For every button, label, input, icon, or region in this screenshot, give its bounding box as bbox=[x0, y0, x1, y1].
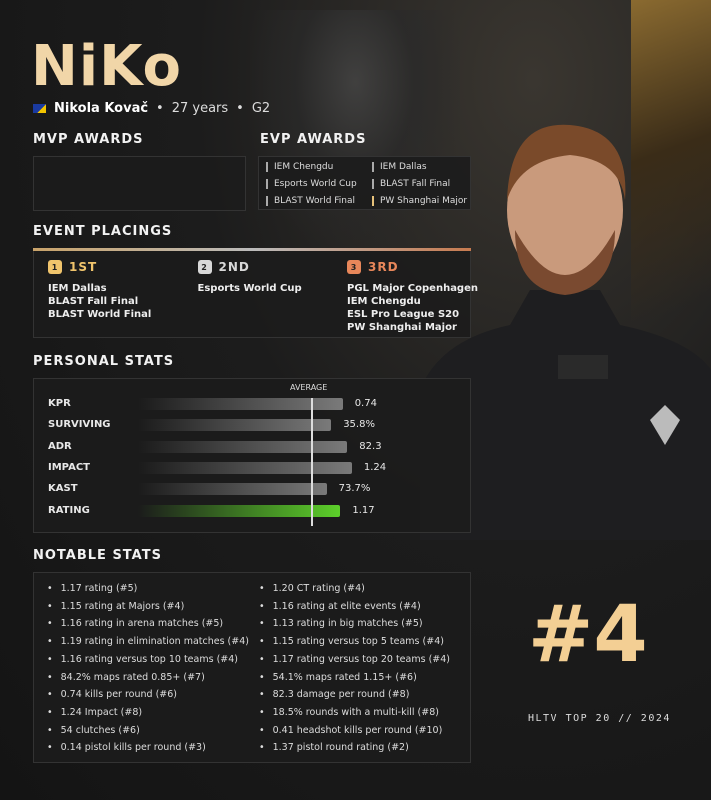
stat-label: IMPACT bbox=[48, 461, 90, 473]
notable-stat-item: 1.19 rating in elimination matches (#4) bbox=[47, 636, 249, 647]
separator: • bbox=[236, 101, 244, 116]
notable-stat-item: 1.17 rating (#5) bbox=[47, 583, 138, 594]
stat-label: SURVIVING bbox=[48, 419, 111, 431]
placing-event: BLAST World Final bbox=[48, 309, 152, 320]
stat-bar-rating bbox=[138, 504, 341, 517]
stat-label: KAST bbox=[48, 483, 78, 495]
mvp-awards-title: MVP AWARDS bbox=[33, 132, 144, 147]
separator: • bbox=[156, 101, 164, 116]
placing-event: IEM Dallas bbox=[48, 283, 107, 294]
notable-stat-item: 1.15 rating versus top 5 teams (#4) bbox=[259, 636, 444, 647]
notable-stat-item: 1.16 rating at elite events (#4) bbox=[259, 601, 421, 612]
placing-column: 1 1ST IEM Dallas BLAST Fall Final BLAST Worl… bbox=[48, 260, 151, 321]
notable-stat-item: 0.14 pistol kills per round (#3) bbox=[47, 742, 206, 753]
placing-event: ESL Pro League S20 bbox=[347, 309, 460, 320]
notable-stat-item: 18.5% rounds with a multi-kill (#8) bbox=[259, 707, 439, 718]
evp-award-item: PW Shanghai Major bbox=[372, 196, 467, 206]
notable-stat-item: 1.24 Impact (#8) bbox=[47, 707, 142, 718]
stat-value: 73.7% bbox=[338, 483, 371, 495]
stat-bar-surviving bbox=[138, 419, 332, 432]
notable-stat-item: 1.37 pistol round rating (#2) bbox=[259, 742, 409, 753]
notable-stat-item: 84.2% maps rated 0.85+ (#7) bbox=[47, 672, 205, 683]
notable-stat-item: 0.74 kills per round (#6) bbox=[47, 689, 177, 700]
evp-award-item: Esports World Cup bbox=[266, 179, 357, 189]
player-photo bbox=[420, 124, 711, 540]
placing-event: Esports World Cup bbox=[197, 283, 302, 294]
placing-event: IEM Chengdu bbox=[347, 296, 421, 307]
notable-stat-item: 54.1% maps rated 1.15+ (#6) bbox=[259, 672, 417, 683]
trophy-glow bbox=[631, 0, 711, 380]
placing-event: PW Shanghai Major bbox=[347, 322, 457, 333]
mvp-awards-box bbox=[33, 156, 246, 211]
stat-value: 1.24 bbox=[363, 461, 387, 473]
placing-header: 3 3RD bbox=[347, 260, 478, 274]
bosnia-flag-icon bbox=[33, 104, 46, 113]
notable-stats-title: NOTABLE STATS bbox=[33, 548, 162, 563]
ranking-number: #4 bbox=[528, 590, 648, 680]
placing-column: 2 2ND Esports World Cup bbox=[197, 259, 302, 295]
stat-bar-adr bbox=[138, 440, 348, 453]
notable-stat-item: 54 clutches (#6) bbox=[47, 725, 140, 736]
stat-label: KPR bbox=[48, 398, 71, 409]
notable-stat-item: 0.41 headshot kills per round (#10) bbox=[259, 725, 443, 736]
stat-bar-kpr bbox=[138, 398, 343, 410]
placings-divider bbox=[33, 248, 471, 251]
player-info: Nikola Kovač • 27 years • G2 bbox=[33, 101, 270, 116]
notable-stat-item: 1.16 rating versus top 10 teams (#4) bbox=[47, 654, 238, 665]
evp-award-item: BLAST Fall Final bbox=[372, 179, 450, 189]
evp-award-item: BLAST World Final bbox=[266, 196, 355, 206]
player-nickname: NiKo bbox=[31, 34, 182, 99]
placing-header: 2 2ND bbox=[197, 259, 302, 274]
stat-bar-kast bbox=[138, 483, 327, 496]
evp-award-item: IEM Chengdu bbox=[266, 162, 333, 172]
personal-stats-title: PERSONAL STATS bbox=[33, 354, 175, 369]
average-label: AVERAGE bbox=[290, 383, 328, 392]
player-full-name: Nikola Kovač bbox=[54, 101, 149, 116]
notable-stat-item: 82.3 damage per round (#8) bbox=[259, 689, 410, 700]
evp-awards-box bbox=[258, 156, 471, 210]
stat-value: 35.8% bbox=[343, 419, 375, 431]
evp-awards-title: EVP AWARDS bbox=[260, 132, 367, 147]
medal-3-icon: 3 bbox=[347, 260, 361, 274]
notable-stat-item: 1.20 CT rating (#4) bbox=[259, 583, 365, 594]
stat-value: 1.17 bbox=[352, 504, 375, 516]
placing-label: 2ND bbox=[218, 259, 250, 274]
player-ghost-image bbox=[250, 10, 460, 250]
medal-2-icon: 2 bbox=[197, 260, 212, 274]
placing-event: PGL Major Copenhagen bbox=[347, 283, 478, 294]
notable-stat-item: 1.17 rating versus top 20 teams (#4) bbox=[259, 654, 450, 665]
medal-1-icon: 1 bbox=[48, 260, 62, 274]
placing-label: 3RD bbox=[368, 259, 399, 274]
ranking-footer: HLTV TOP 20 // 2024 bbox=[528, 713, 671, 724]
placing-header: 1 1ST bbox=[48, 260, 151, 274]
placings-box bbox=[33, 251, 471, 338]
average-marker-line bbox=[310, 398, 313, 526]
stat-label: ADR bbox=[48, 440, 72, 452]
placing-label: 1ST bbox=[69, 259, 98, 274]
player-team: G2 bbox=[251, 101, 271, 116]
stat-value: 82.3 bbox=[359, 440, 382, 452]
stat-bar-impact bbox=[138, 461, 352, 474]
placing-column: 3 3RD PGL Major Copenhagen IEM Chengdu ESL P… bbox=[347, 260, 478, 334]
notable-stat-item: 1.13 rating in big matches (#5) bbox=[259, 618, 423, 629]
stat-value: 0.74 bbox=[354, 398, 377, 409]
evp-award-item: IEM Dallas bbox=[372, 162, 427, 172]
player-age: 27 years bbox=[171, 101, 229, 116]
stat-label: RATING bbox=[48, 504, 90, 516]
notable-stat-item: 1.15 rating at Majors (#4) bbox=[47, 601, 185, 612]
placing-event: BLAST Fall Final bbox=[48, 296, 139, 307]
notable-stat-item: 1.16 rating in arena matches (#5) bbox=[47, 618, 224, 629]
event-placings-title: EVENT PLACINGS bbox=[33, 224, 173, 239]
